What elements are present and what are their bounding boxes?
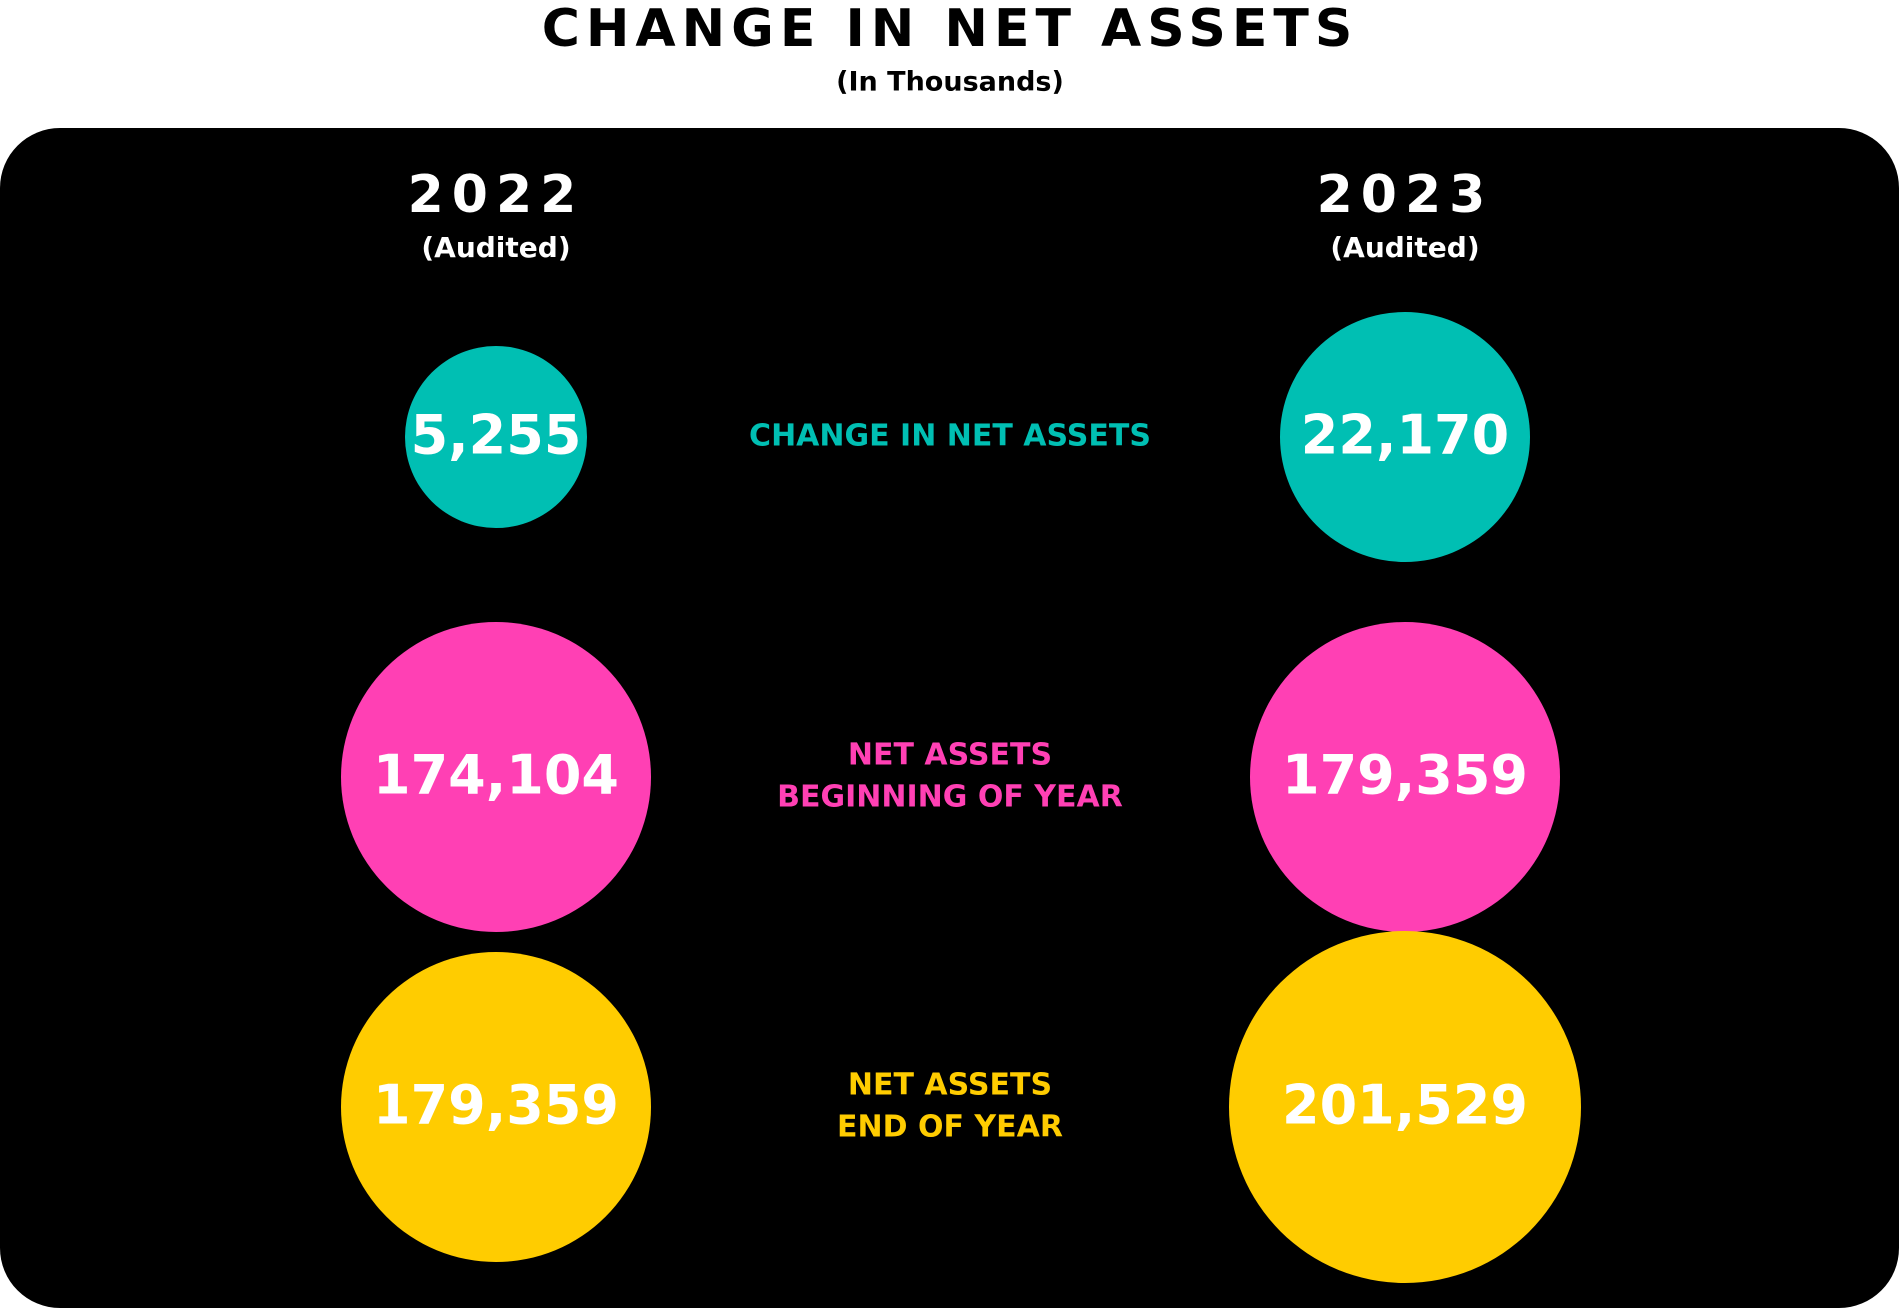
row-label: NET ASSETS: [848, 738, 1052, 773]
value-circle: [341, 622, 651, 932]
value-circle: [341, 952, 651, 1262]
subtitle: (In Thousands): [836, 67, 1064, 98]
year: 2022: [408, 165, 585, 225]
value: 5,255: [411, 404, 582, 467]
value: 22,170: [1301, 404, 1509, 467]
value: 179,359: [373, 1074, 619, 1137]
value: 179,359: [1282, 744, 1528, 807]
row-label: BEGINNING OF YEAR: [777, 780, 1123, 815]
value-circle: [1250, 622, 1560, 932]
year-note: (Audited): [1330, 231, 1479, 264]
year: 2023: [1317, 165, 1494, 225]
row-label: NET ASSETS: [848, 1068, 1052, 1103]
value: 201,529: [1282, 1074, 1528, 1137]
value-circle: [1280, 312, 1530, 562]
value-circle: [405, 346, 587, 528]
row-label: CHANGE IN NET ASSETS: [749, 419, 1151, 454]
row-label: END OF YEAR: [837, 1110, 1063, 1145]
value-circle: [1229, 931, 1581, 1283]
year-note: (Audited): [421, 231, 570, 264]
value: 174,104: [373, 744, 619, 807]
title: CHANGE IN NET ASSETS: [542, 0, 1359, 59]
